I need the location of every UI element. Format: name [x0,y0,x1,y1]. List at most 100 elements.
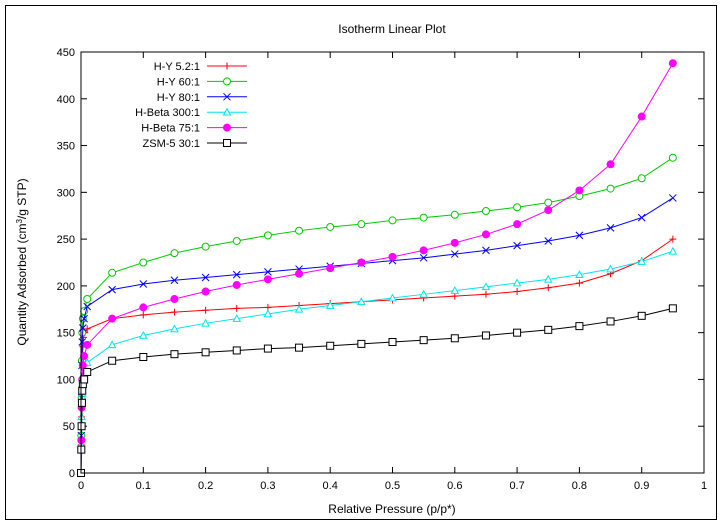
data-point [513,203,522,212]
data-point [357,220,366,229]
data-point [139,311,147,319]
data-point [668,304,677,313]
data-point [606,317,615,326]
data-point [450,286,460,294]
y-tick-label: 0 [69,468,75,480]
data-point [263,344,272,353]
data-point [295,269,304,278]
data-point [232,236,241,245]
data-point [170,294,179,303]
legend-entry: H-Beta 300:1 [135,107,247,119]
data-point [544,325,553,334]
legend-marker [223,92,231,101]
data-point [77,422,86,431]
legend-marker [222,107,232,116]
data-point [419,336,428,345]
data-point [668,153,677,162]
data-point [419,246,428,255]
data-point [83,367,92,376]
y-tick-label: 200 [57,281,75,293]
data-point [357,297,366,306]
data-point [80,375,89,384]
data-point [388,293,397,302]
legend-label: H-Y 60:1 [157,76,200,88]
data-point [450,250,459,258]
series-line [80,250,674,474]
data-point [512,278,522,287]
data-point [108,356,117,365]
x-tick-label: 0.8 [572,480,587,492]
data-point [388,252,397,261]
data-point [637,112,646,121]
data-point [543,274,553,283]
data-point [170,276,179,285]
y-axis-label-pre: Quantity Adsorbed (cm [15,224,29,346]
data-point [388,338,397,347]
y-axis-label-post: /g STP) [15,178,29,219]
data-point [419,253,428,262]
x-tick-label: 0.1 [136,480,151,492]
data-point [202,306,210,314]
data-point [482,246,490,255]
x-tick-label: 0.2 [198,480,213,492]
data-point [83,340,92,349]
data-point [482,290,490,298]
legend: H-Y 5.2:1 H-Y 60:1 H-Y 80:1 H-Beta 300:1 H-B… [135,61,247,150]
data-point [78,361,87,370]
data-point [450,334,459,343]
data-point [481,282,491,291]
data-point [637,257,647,265]
series-1 [77,235,677,477]
data-point [575,270,584,278]
data-point [544,206,553,215]
series-2 [77,153,677,477]
x-tick-label: 1 [701,480,707,492]
x-tick-label: 0.6 [447,480,462,492]
x-tick-labels: 0 0.1 0.2 0.3 0.4 0.5 0.6 0.7 0.8 0.9 1 [78,480,707,492]
data-point [232,314,242,322]
y-tick-label: 150 [57,328,75,340]
data-point [513,288,521,296]
data-point [669,235,677,243]
legend-label: H-Beta 75:1 [141,123,200,135]
data-point [232,280,241,289]
legend-entry: H-Beta 75:1 [141,123,247,135]
x-tick-label: 0 [78,480,84,492]
data-point [83,294,92,303]
data-point [325,301,335,309]
x-axis-label: Relative Pressure (p/p*) [328,502,455,516]
data-point [637,213,646,222]
data-point [77,398,86,407]
y-axis-label-sup: 3 [15,219,24,224]
data-point [606,184,615,193]
data-point [80,314,88,323]
data-point [170,249,179,258]
data-point [388,216,397,225]
legend-marker [223,77,231,86]
data-point [233,304,241,312]
data-point [606,264,615,273]
data-point [419,213,428,222]
data-point [263,309,273,318]
y-tick-label: 300 [57,187,75,199]
legend-marker [223,123,231,132]
data-point [575,322,584,331]
data-point [513,328,522,337]
data-point [295,343,304,352]
data-point [201,348,210,357]
data-point [201,318,210,327]
data-point [201,242,210,251]
data-point [138,330,148,339]
data-point [419,289,428,298]
y-tick-label: 350 [57,141,75,153]
data-point [201,287,210,296]
y-tick-label: 50 [63,421,75,433]
legend-label: ZSM-5 30:1 [143,138,200,150]
data-point [232,270,241,279]
data-point [83,302,92,311]
data-point [294,304,304,313]
data-point [668,59,677,68]
legend-label: H-Y 5.2:1 [154,61,200,73]
data-point [80,352,89,361]
